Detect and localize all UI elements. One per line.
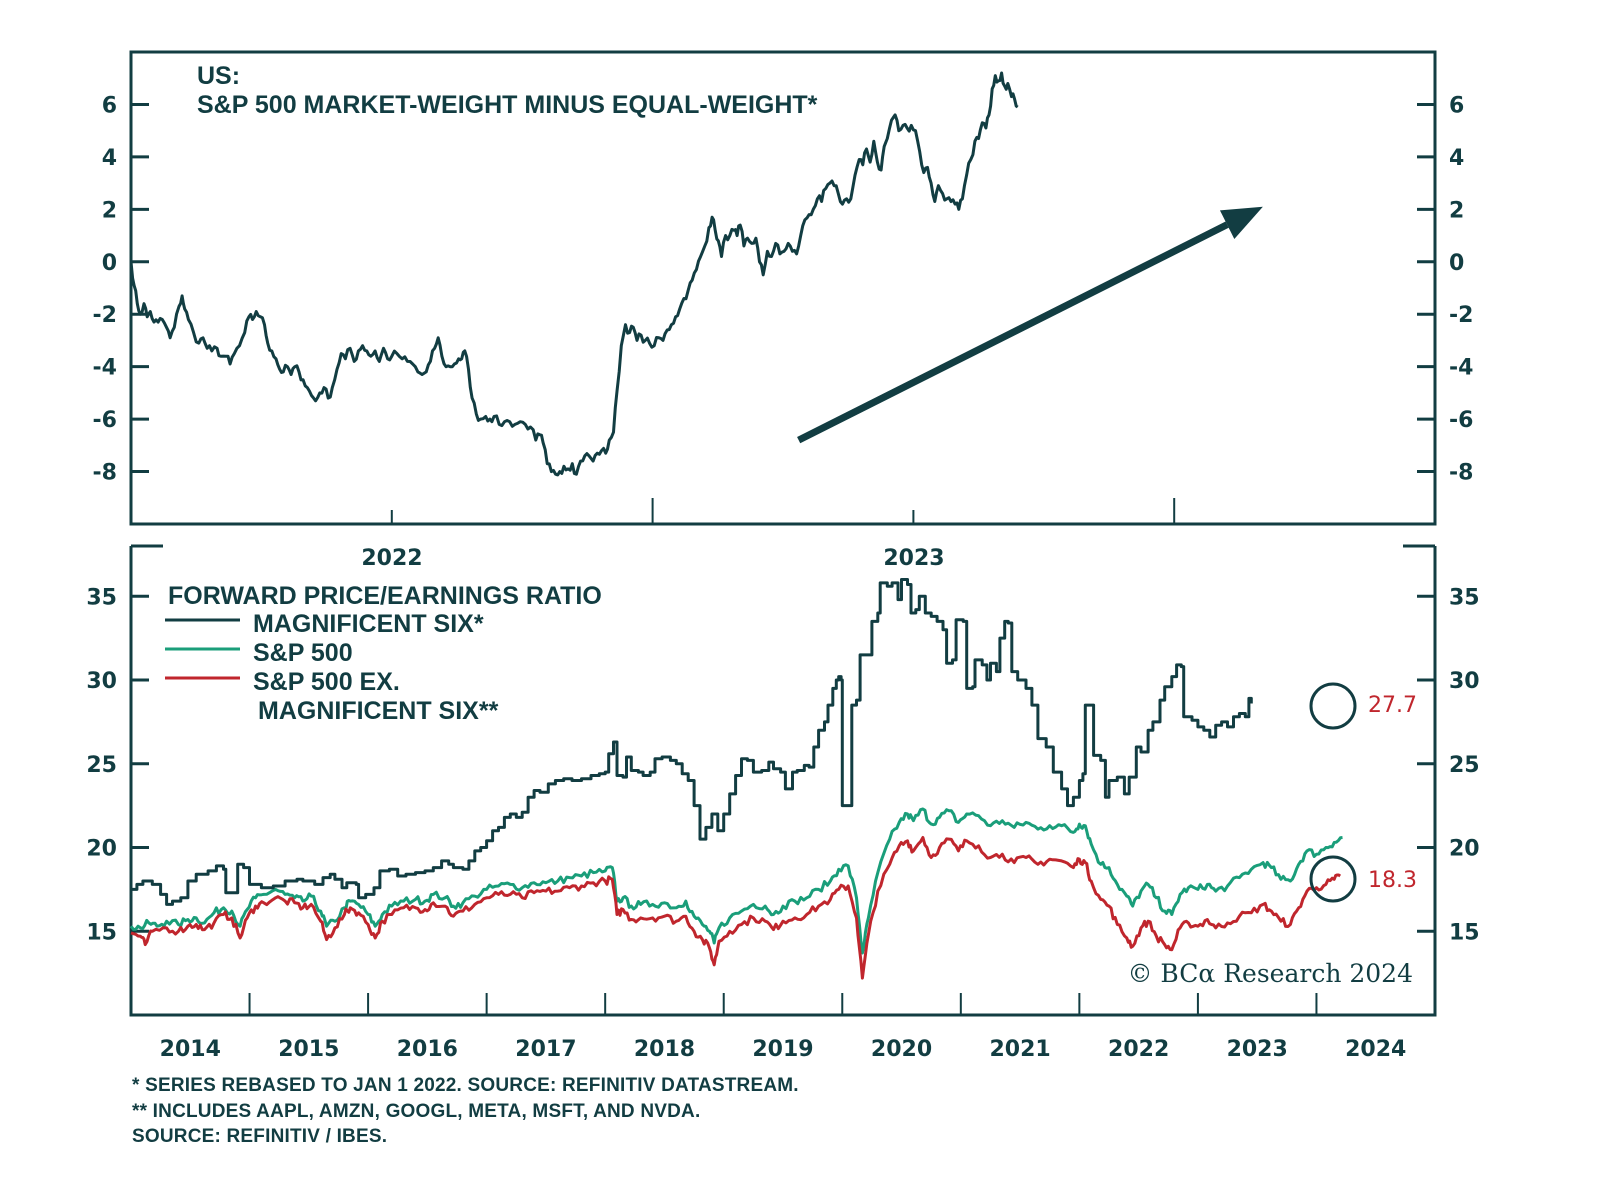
bottom-left-ytick-label: 15: [86, 920, 117, 945]
top-panel: 6 6 4 4 2 2 0 0 -2 -2 -4 -4 -6 -6 -8 -8 US: S&P 500 MAR…: [93, 50, 1474, 526]
top-right-ytick-label: -4: [1449, 356, 1473, 381]
top-right-ytick-label: -2: [1449, 303, 1473, 328]
footnote-2: ** INCLUDES AAPL, AMZN, GOOGL, META, MSF…: [132, 1101, 701, 1122]
footnote-1: * SERIES REBASED TO JAN 1 2022. SOURCE: …: [132, 1075, 799, 1096]
legend: FORWARD PRICE/EARNINGS RATIO MAGNIFICENT…: [165, 582, 602, 725]
annotation-circle-mag-six: [1309, 682, 1357, 730]
top-right-ytick-label: 4: [1449, 146, 1464, 171]
top-left-ytick-label: 0: [102, 251, 117, 276]
top-right-ytick-label: 0: [1449, 251, 1464, 276]
top-series-group: [129, 71, 1019, 477]
top-right-ytick-label: 6: [1449, 93, 1464, 118]
bottom-left-ytick-label: 25: [86, 753, 117, 778]
annotation-label-sp500-ex: 18.3: [1368, 868, 1417, 893]
bottom-xtick-label: 2024: [1345, 1037, 1406, 1062]
legend-label-sp500-ex-line2: MAGNIFICENT SIX**: [258, 697, 499, 725]
top-y-axis: 6 6 4 4 2 2 0 0 -2 -2 -4 -4 -6 -6 -8 -8: [93, 93, 1474, 485]
legend-label-mag-six: MAGNIFICENT SIX*: [253, 610, 484, 638]
bottom-right-ytick-label: 15: [1449, 920, 1480, 945]
bottom-x-axis: 2014 2015 2016 2017 2018 2019 2020 2021 2022 2023…: [160, 993, 1406, 1062]
bottom-left-ytick-label: 35: [86, 585, 117, 610]
legend-label-sp500: S&P 500: [253, 639, 353, 667]
bottom-xtick-label: 2017: [515, 1037, 576, 1062]
top-left-ytick-label: 6: [102, 93, 117, 118]
annotation-circle-sp500-ex: [1309, 855, 1357, 903]
bottom-xtick-label: 2021: [989, 1037, 1050, 1062]
bottom-xtick-label: 2019: [752, 1037, 813, 1062]
top-panel-frame: [129, 50, 1437, 526]
top-left-ytick-label: 2: [102, 198, 117, 223]
bottom-xtick-label: 2016: [397, 1037, 458, 1062]
trend-arrow-head: [1219, 206, 1263, 239]
top-left-ytick-label: 4: [102, 146, 117, 171]
bottom-series-group: [129, 578, 1343, 980]
top-x-axis: [390, 498, 1176, 524]
top-right-ytick-label: -8: [1449, 461, 1473, 486]
top-right-ytick-label: -6: [1449, 408, 1473, 433]
top-chart-title-line2: S&P 500 MARKET-WEIGHT MINUS EQUAL-WEIGHT…: [197, 91, 818, 119]
top-x-label-2023: 2023: [883, 546, 944, 571]
legend-label-sp500-ex-line1: S&P 500 EX.: [253, 668, 400, 696]
bottom-left-ytick-label: 20: [86, 837, 117, 862]
bottom-xtick-label: 2023: [1227, 1037, 1288, 1062]
bottom-xtick-label: 2014: [160, 1037, 221, 1062]
mag-six-line: [131, 578, 1253, 906]
bottom-xtick-label: 2020: [871, 1037, 932, 1062]
top-series-line: [129, 71, 1019, 477]
trend-arrow-shaft: [797, 221, 1229, 444]
sp500-ex-mag-six-line: [130, 836, 1342, 980]
sp500-line: [129, 807, 1343, 955]
bottom-y-axis: 35 35 30 30 25 25 20 20 15 15: [86, 585, 1479, 945]
top-left-ytick-label: -4: [93, 356, 117, 381]
bottom-xtick-label: 2018: [634, 1037, 695, 1062]
top-x-label-2022: 2022: [361, 546, 422, 571]
watermark: © BCα Research 2024: [1127, 959, 1413, 988]
bottom-right-ytick-label: 20: [1449, 837, 1480, 862]
annotation-label-mag-six: 27.7: [1368, 693, 1417, 718]
top-right-ytick-label: 2: [1449, 198, 1464, 223]
top-chart-title-line1: US:: [197, 62, 240, 90]
legend-title: FORWARD PRICE/EARNINGS RATIO: [168, 582, 602, 610]
bottom-right-ytick-label: 25: [1449, 753, 1480, 778]
bottom-xtick-label: 2015: [278, 1037, 339, 1062]
bottom-xtick-label: 2022: [1108, 1037, 1169, 1062]
bottom-right-ytick-label: 30: [1449, 669, 1480, 694]
bottom-right-ytick-label: 35: [1449, 585, 1480, 610]
footnote-3: SOURCE: REFINITIV / IBES.: [132, 1126, 388, 1147]
bottom-panel-frame: [129, 546, 1437, 1017]
top-left-ytick-label: -6: [93, 408, 117, 433]
top-left-ytick-label: -2: [93, 303, 117, 328]
bottom-left-ytick-label: 30: [86, 669, 117, 694]
top-left-ytick-label: -8: [93, 461, 117, 486]
trend-arrow: [797, 206, 1263, 444]
